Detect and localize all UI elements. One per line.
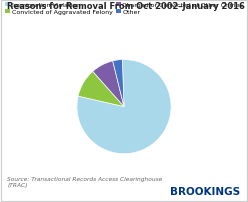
Text: Reasons for Removal From Oct 2002–January 2016: Reasons for Removal From Oct 2002–Januar… <box>7 2 245 11</box>
Wedge shape <box>113 60 124 107</box>
Legend: Immigration Violation, Convicted of Aggravated Felony, Charged or Convicted of O: Immigration Violation, Convicted of Aggr… <box>4 2 244 16</box>
Wedge shape <box>93 62 124 107</box>
Wedge shape <box>77 60 171 154</box>
Text: Source: Transactional Records Access Clearinghouse
(TRAC): Source: Transactional Records Access Cle… <box>7 176 163 187</box>
Text: BROOKINGS: BROOKINGS <box>170 186 241 196</box>
Wedge shape <box>78 72 124 107</box>
